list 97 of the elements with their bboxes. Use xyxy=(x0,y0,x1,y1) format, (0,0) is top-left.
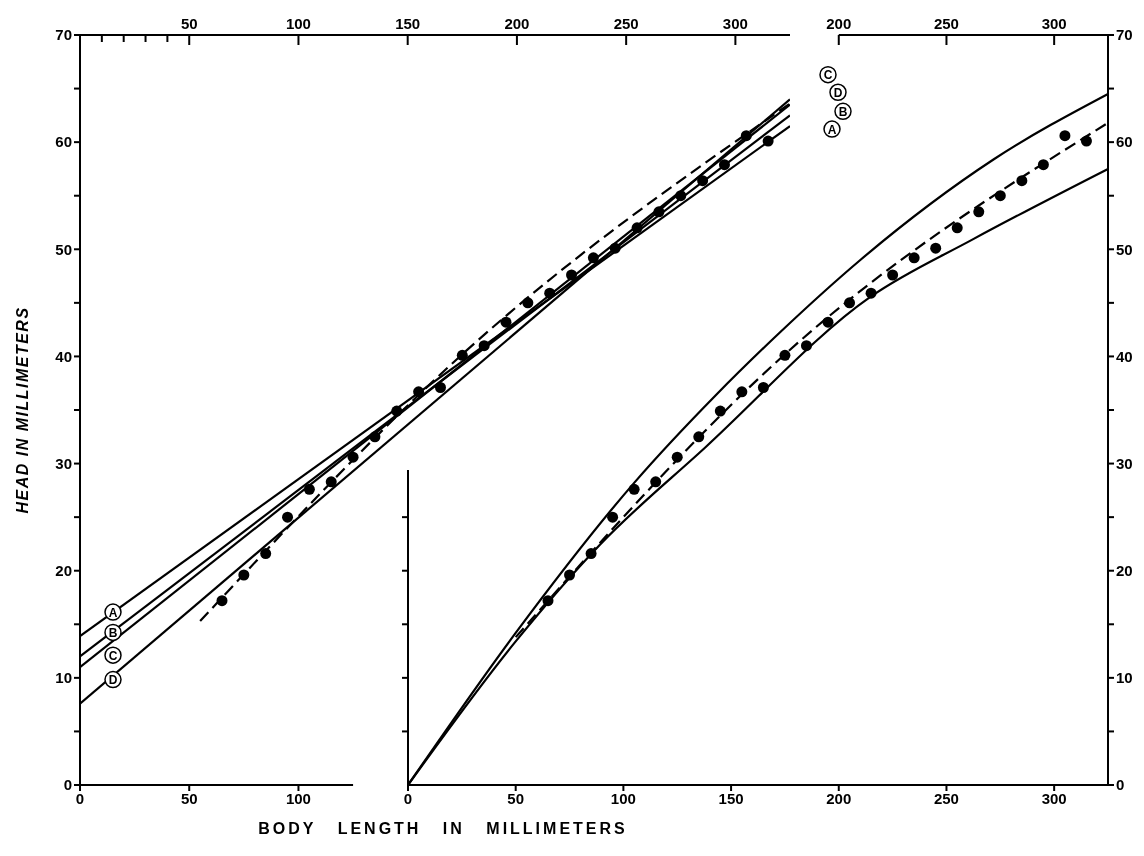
y-tick-label: 40 xyxy=(55,347,72,365)
point xyxy=(844,297,856,309)
x-tick-label: 50 xyxy=(507,789,525,807)
point xyxy=(693,431,705,443)
point xyxy=(650,476,662,488)
text: B xyxy=(838,104,848,119)
point xyxy=(762,135,774,147)
point xyxy=(822,316,834,328)
point xyxy=(951,222,963,234)
point xyxy=(544,287,556,299)
point xyxy=(522,297,534,309)
x-tick-label: 0 xyxy=(75,789,85,807)
point xyxy=(697,175,709,187)
point xyxy=(282,511,294,523)
point xyxy=(478,340,490,352)
point xyxy=(865,287,877,299)
point xyxy=(631,222,643,234)
y2-tick-label: 20 xyxy=(1116,562,1133,580)
point xyxy=(628,483,640,495)
point xyxy=(564,569,576,581)
point xyxy=(607,511,619,523)
x2-tick-label: 250 xyxy=(613,15,639,32)
y2-tick-label: 70 xyxy=(1116,26,1133,44)
point xyxy=(216,595,228,607)
x-tick-label: 300 xyxy=(1041,789,1067,807)
point xyxy=(887,269,899,281)
x-tick-label: 0 xyxy=(403,789,413,807)
text: D xyxy=(833,85,843,100)
point xyxy=(542,595,554,607)
y2-tick-label: 0 xyxy=(1116,776,1125,794)
x-tick-label: 250 xyxy=(933,789,959,807)
point xyxy=(303,483,315,495)
x2-tick-label: 200 xyxy=(504,15,530,32)
y-tick-label: 0 xyxy=(63,776,72,794)
point xyxy=(779,349,791,361)
x2-tick-label: 150 xyxy=(395,15,421,32)
point xyxy=(456,349,468,361)
legend-label: A xyxy=(827,122,837,137)
point xyxy=(757,382,769,393)
y-tick-label: 10 xyxy=(55,669,72,687)
point xyxy=(391,405,403,417)
point xyxy=(994,190,1006,202)
text: A xyxy=(108,605,118,620)
point xyxy=(609,242,621,254)
y-tick-label: 20 xyxy=(55,562,72,580)
y2-tick-label: 10 xyxy=(1116,669,1133,687)
y2-tick-label: 50 xyxy=(1116,240,1133,258)
x-tick-label: 100 xyxy=(285,789,311,807)
point xyxy=(675,190,687,202)
point xyxy=(238,569,250,581)
point xyxy=(1016,175,1028,187)
point xyxy=(714,405,726,417)
y-tick-label: 50 xyxy=(55,240,72,258)
y2-tick-label: 30 xyxy=(1116,454,1133,472)
x2-tick-label: 50 xyxy=(180,15,198,32)
point xyxy=(653,206,665,218)
y-axis-title: HEAD IN MILLIMETERS xyxy=(13,306,31,514)
point xyxy=(260,548,272,560)
point xyxy=(800,340,812,352)
point xyxy=(585,548,597,560)
point xyxy=(1080,135,1092,147)
point xyxy=(500,316,512,328)
x-tick-label: 50 xyxy=(180,789,198,807)
x-tick-label: 150 xyxy=(718,789,744,807)
point xyxy=(566,269,578,281)
y-tick-label: 60 xyxy=(55,133,72,151)
y2-tick-label: 40 xyxy=(1116,347,1133,365)
point xyxy=(671,451,683,463)
point xyxy=(740,130,752,142)
point xyxy=(736,386,748,398)
point xyxy=(1037,159,1049,171)
x2-tick-label: 200 xyxy=(826,15,852,32)
point xyxy=(325,476,337,488)
x-tick-label: 200 xyxy=(826,789,852,807)
legend-label: C xyxy=(108,648,118,663)
point xyxy=(434,382,446,393)
y2-tick-label: 60 xyxy=(1116,133,1133,151)
x2-tick-label: 300 xyxy=(1041,15,1067,32)
point xyxy=(973,206,985,218)
point xyxy=(930,242,942,254)
x-axis-title: BODY LENGTH IN MILLIMETERS xyxy=(257,820,629,838)
x2-tick-label: 300 xyxy=(722,15,748,32)
x2-tick-label: 100 xyxy=(285,15,311,32)
y-tick-label: 70 xyxy=(55,26,72,44)
point xyxy=(369,431,381,443)
legend-label: B xyxy=(108,625,118,640)
point xyxy=(587,252,599,264)
x-tick-label: 100 xyxy=(610,789,636,807)
x2-tick-label: 250 xyxy=(933,15,959,32)
point xyxy=(347,451,359,463)
legend-label: D xyxy=(108,673,118,688)
point xyxy=(413,386,425,398)
text: C xyxy=(823,68,833,83)
point xyxy=(718,159,730,171)
y-tick-label: 30 xyxy=(55,454,72,472)
point xyxy=(1059,130,1071,142)
point xyxy=(908,252,920,264)
